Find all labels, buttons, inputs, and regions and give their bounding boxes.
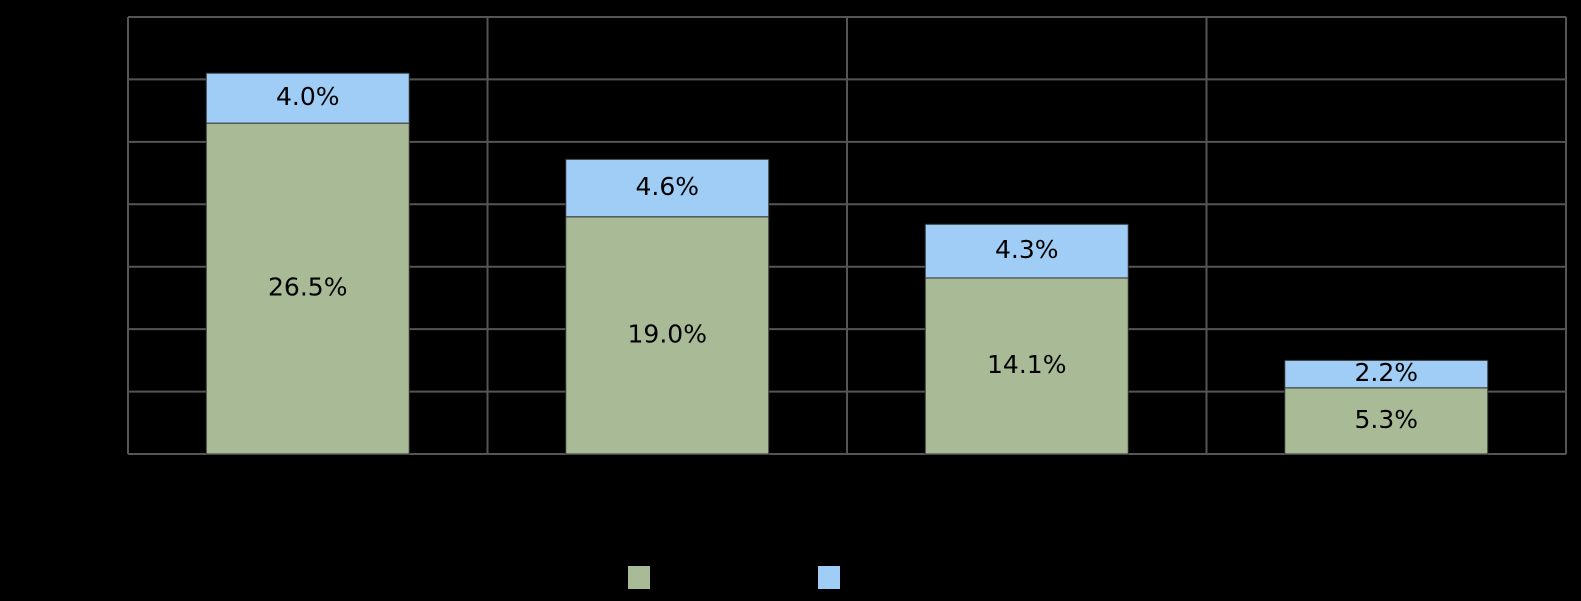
y-tick-label: 35 — [86, 1, 118, 30]
bar-segment — [565, 216, 770, 455]
bar-segment — [1284, 359, 1489, 389]
data-label: 14.1% — [987, 350, 1066, 379]
y-tick-label: 15 — [86, 251, 118, 280]
bar-segment — [205, 72, 410, 124]
legend-swatch — [628, 566, 650, 589]
y-tick-label: 30 — [86, 63, 118, 92]
y-tick-label: 20 — [86, 188, 118, 217]
bar-segment — [924, 223, 1129, 279]
data-label: 2.2% — [1354, 358, 1418, 387]
data-label: 26.5% — [268, 273, 347, 302]
data-label: 4.3% — [995, 235, 1059, 264]
bar-segment — [1284, 387, 1489, 455]
y-tick-label: 5 — [102, 376, 118, 405]
data-label: 5.3% — [1354, 405, 1418, 434]
data-label: 4.6% — [635, 172, 699, 201]
y-tick-label: 0 — [102, 438, 118, 467]
y-tick-label: 10 — [86, 313, 118, 342]
y-tick-label: 25 — [86, 126, 118, 155]
bar-segment — [924, 277, 1129, 455]
bar-segment — [565, 158, 770, 218]
legend-swatch — [818, 566, 840, 589]
data-label: 19.0% — [628, 319, 707, 348]
bar-segment — [205, 122, 410, 455]
data-label: 4.0% — [276, 82, 340, 111]
